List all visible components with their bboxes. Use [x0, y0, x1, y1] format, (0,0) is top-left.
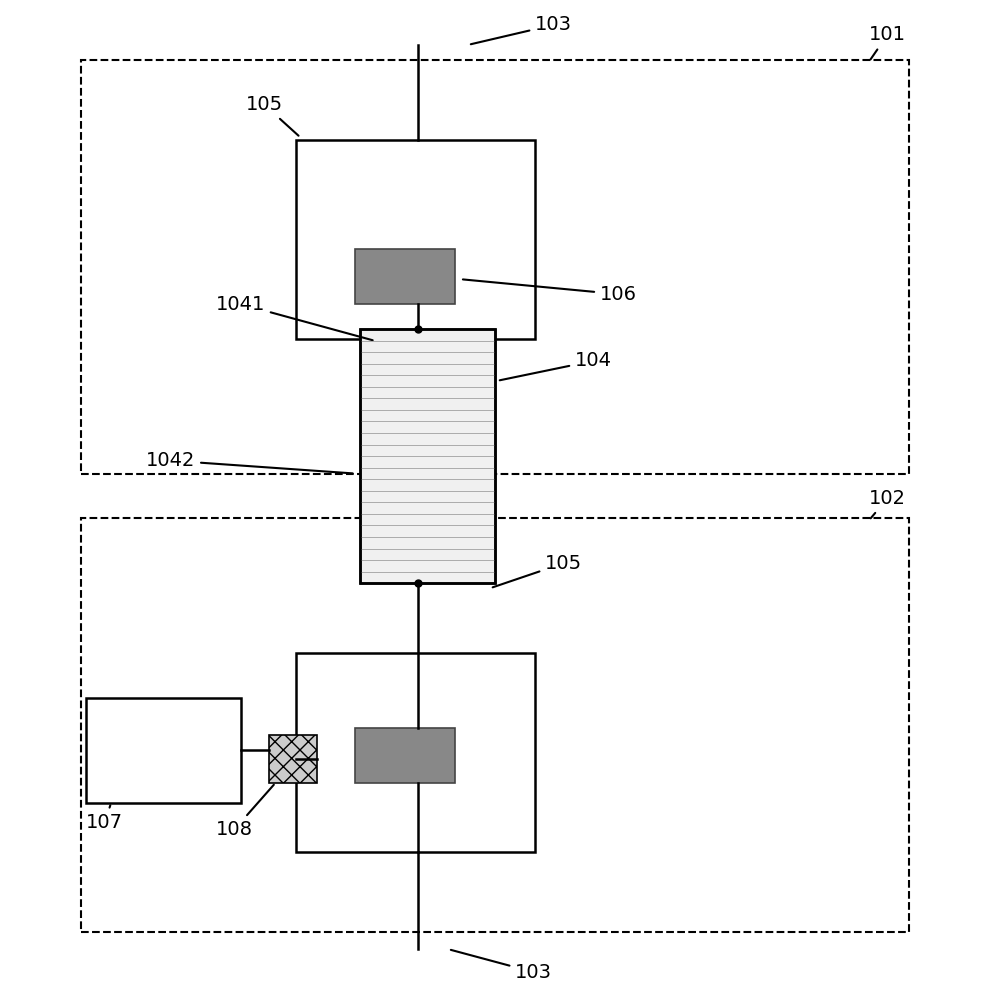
- Text: 1041: 1041: [216, 294, 373, 340]
- Bar: [360, 329, 495, 583]
- Bar: [81, 518, 909, 932]
- Bar: [86, 698, 241, 803]
- Bar: [81, 60, 909, 474]
- Bar: [296, 653, 535, 852]
- Bar: [355, 249, 455, 304]
- Text: 106: 106: [463, 279, 637, 304]
- Text: 105: 105: [493, 553, 582, 587]
- Text: 107: 107: [86, 806, 123, 832]
- Bar: [269, 735, 317, 783]
- Bar: [360, 329, 495, 583]
- Text: 108: 108: [216, 785, 274, 839]
- Bar: [296, 140, 535, 339]
- Text: 103: 103: [471, 15, 572, 44]
- Text: 103: 103: [451, 950, 552, 982]
- Bar: [355, 728, 455, 783]
- Text: 105: 105: [246, 95, 299, 136]
- Text: 1042: 1042: [146, 451, 353, 474]
- Text: 101: 101: [869, 25, 906, 60]
- Text: 104: 104: [500, 351, 612, 380]
- Text: 102: 102: [869, 489, 906, 518]
